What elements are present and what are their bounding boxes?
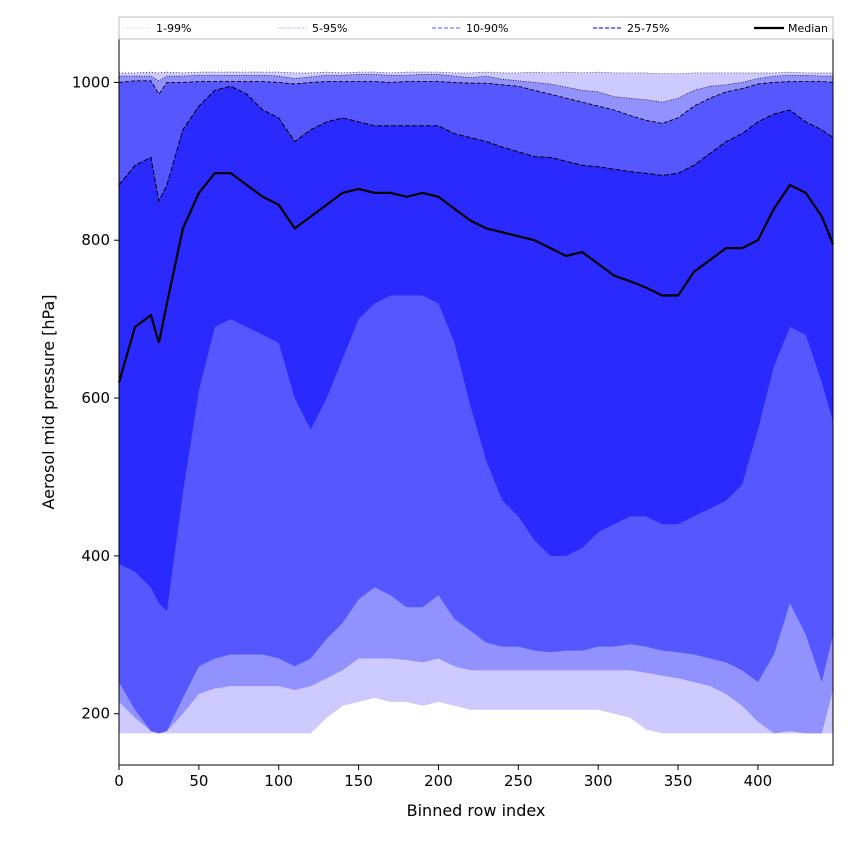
median-layer: [117, 71, 835, 383]
y-tick-label: 200: [81, 705, 110, 723]
x-tick-label: 0: [114, 772, 124, 790]
x-tick-label: 150: [344, 772, 373, 790]
legend-label: 5-95%: [312, 22, 347, 35]
percentile-bands: [119, 72, 833, 734]
x-tick-label: 300: [584, 772, 613, 790]
legend-frame: [118, 16, 834, 40]
x-tick-label: 50: [189, 772, 208, 790]
legend-label: Median: [788, 22, 828, 35]
band-25-75: [119, 86, 833, 612]
y-tick-label: 600: [81, 389, 110, 407]
line-75: [118, 85, 834, 203]
x-axis-label: Binned row index: [407, 801, 546, 820]
y-tick-label: 400: [81, 547, 110, 565]
line-99: [119, 71, 833, 74]
legend-label: 1-99%: [156, 22, 191, 35]
y-tick-label: 1000: [72, 73, 110, 91]
x-tick-label: 250: [504, 772, 533, 790]
y-axis-label: Aerosol mid pressure [hPa]: [39, 294, 58, 509]
x-tick-label: 400: [744, 772, 773, 790]
y-axis-ticks: 200 400 600 800 1000: [72, 73, 119, 723]
line-90: [118, 80, 834, 124]
x-axis-ticks: 0 50 100 150 200 250 300 350 400: [114, 765, 772, 790]
x-tick-label: 350: [664, 772, 693, 790]
x-tick-label: 200: [424, 772, 453, 790]
y-tick-label: 800: [81, 231, 110, 249]
legend-label: 25-75%: [627, 22, 669, 35]
x-tick-label: 100: [264, 772, 293, 790]
legend-label: 10-90%: [466, 22, 508, 35]
legend: 1-99% 5-95% 10-90% 25-75% Median: [118, 16, 834, 40]
median-line: [117, 172, 835, 383]
